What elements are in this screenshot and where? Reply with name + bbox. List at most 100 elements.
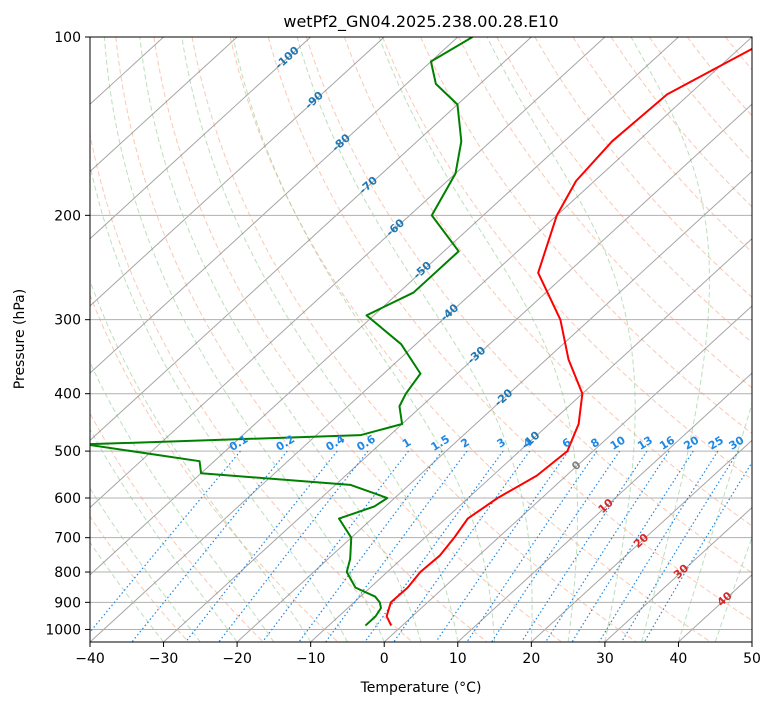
dry-adiabat [115, 37, 488, 642]
mixing-ratio-line [325, 450, 468, 642]
isotherm-line [457, 372, 752, 642]
moist-adiabat [630, 37, 710, 642]
moist-adiabat [90, 279, 312, 642]
y-tick-label: 800 [54, 565, 81, 581]
mixing-ratio-line [131, 450, 288, 642]
x-tick-label: 10 [449, 651, 467, 667]
x-tick-label: 20 [522, 651, 540, 667]
dry-adiabat [153, 37, 562, 642]
x-tick-label: 50 [743, 651, 761, 667]
dry-adiabat [90, 293, 339, 642]
mixing-ratio-label: 2 [458, 436, 471, 451]
mixing-ratio-line [571, 450, 694, 642]
dry-adiabat [610, 37, 752, 208]
moist-adiabat [714, 536, 752, 642]
x-tick-label: 30 [596, 651, 614, 667]
dry-adiabat [648, 37, 752, 163]
dry-adiabat [496, 37, 752, 344]
mixing-ratio-line [218, 450, 369, 642]
dry-adiabat [229, 37, 712, 642]
mixing-ratio-line [520, 450, 648, 642]
background-lines [90, 37, 775, 642]
dry-adiabat [90, 131, 413, 642]
dry-adiabat [191, 37, 637, 642]
moist-adiabat [90, 428, 238, 642]
dry-adiabat [90, 412, 264, 642]
mixing-ratio-line [643, 461, 752, 642]
mixing-ratio-line [621, 450, 739, 642]
y-tick-label: 1000 [45, 622, 81, 638]
isotherm-line [90, 37, 459, 374]
isotherm-line [90, 37, 532, 442]
moist-adiabat [232, 37, 496, 642]
chart-title: wetPf2_GN04.2025.238.00.28.E10 [283, 12, 558, 32]
isotherm-line [310, 237, 752, 642]
dry-adiabat [534, 37, 752, 298]
isotherm-line [90, 37, 312, 240]
temperature-line [385, 47, 752, 626]
y-tick-label: 400 [54, 387, 81, 403]
dry-adiabat [343, 37, 752, 527]
isotherm-line [383, 305, 752, 642]
y-tick-label: 900 [54, 595, 81, 611]
mixing-ratio-line [298, 450, 443, 642]
isotherm-line [90, 37, 752, 642]
isotherm-label: -100 [273, 44, 302, 72]
y-tick-label: 200 [54, 208, 81, 224]
moist-adiabat [103, 37, 385, 642]
x-axis-title: Temperature (°C) [360, 680, 482, 696]
moist-adiabat [677, 401, 752, 642]
mixing-ratio-line [90, 450, 241, 634]
dry-adiabat [267, 37, 752, 622]
y-axis: 100 200 300 400 500 600 700 800 900 1000 [45, 30, 90, 638]
dry-adiabat [764, 37, 775, 642]
dry-adiabat [686, 37, 752, 117]
mixing-ratio-line [435, 450, 569, 642]
y-tick-label: 100 [54, 30, 81, 46]
moist-adiabat [181, 37, 459, 642]
mixing-ratio-line [545, 450, 670, 642]
dewpoint-line [90, 37, 473, 627]
mixing-ratio-label: 30 [727, 433, 747, 452]
y-axis-title: Pressure (hPa) [12, 289, 28, 389]
x-tick-label: 0 [380, 651, 389, 667]
isotherm-line [90, 37, 679, 576]
moist-adiabat [139, 37, 422, 642]
dry-adiabat [90, 515, 190, 642]
y-tick-label: 300 [54, 313, 81, 329]
x-tick-label: −40 [75, 651, 105, 667]
dry-adiabat [725, 37, 752, 71]
mixing-ratio-line [393, 450, 531, 642]
moist-adiabat [90, 487, 201, 642]
mixing-ratio-line [491, 450, 621, 642]
y-tick-label: 600 [54, 491, 81, 507]
isotherm-line [90, 37, 238, 173]
mixing-ratio-label: 20 [681, 433, 701, 452]
isotherm-line [604, 506, 752, 642]
dry-adiabat [572, 37, 752, 253]
moist-adiabat [90, 163, 348, 642]
mixing-ratio-label: 25 [706, 434, 726, 453]
mixing-ratio-label: 13 [635, 434, 655, 453]
moist-adiabat [296, 37, 533, 642]
mixing-ratio-line [185, 450, 338, 642]
x-tick-label: −10 [296, 651, 326, 667]
mixing-ratio-label: 10 [608, 433, 628, 452]
x-tick-label: 40 [670, 651, 688, 667]
moist-adiabat [90, 361, 275, 642]
x-tick-label: −30 [149, 651, 179, 667]
mixing-ratio-label: 1 [400, 436, 413, 451]
plot-area [90, 37, 775, 642]
isotherm-line [751, 641, 752, 642]
dry-adiabat [382, 37, 752, 481]
profile-series [90, 37, 752, 627]
moist-adiabat [486, 37, 636, 642]
isotherm-line [236, 170, 752, 642]
isotherm-line [90, 37, 385, 307]
isotherm-line [530, 439, 752, 642]
mixing-ratio-line [466, 450, 598, 642]
y-tick-label: 700 [54, 531, 81, 547]
isotherm-line [90, 37, 606, 509]
x-axis: −40 −30 −20 −10 0 10 20 30 40 50 [75, 642, 761, 667]
